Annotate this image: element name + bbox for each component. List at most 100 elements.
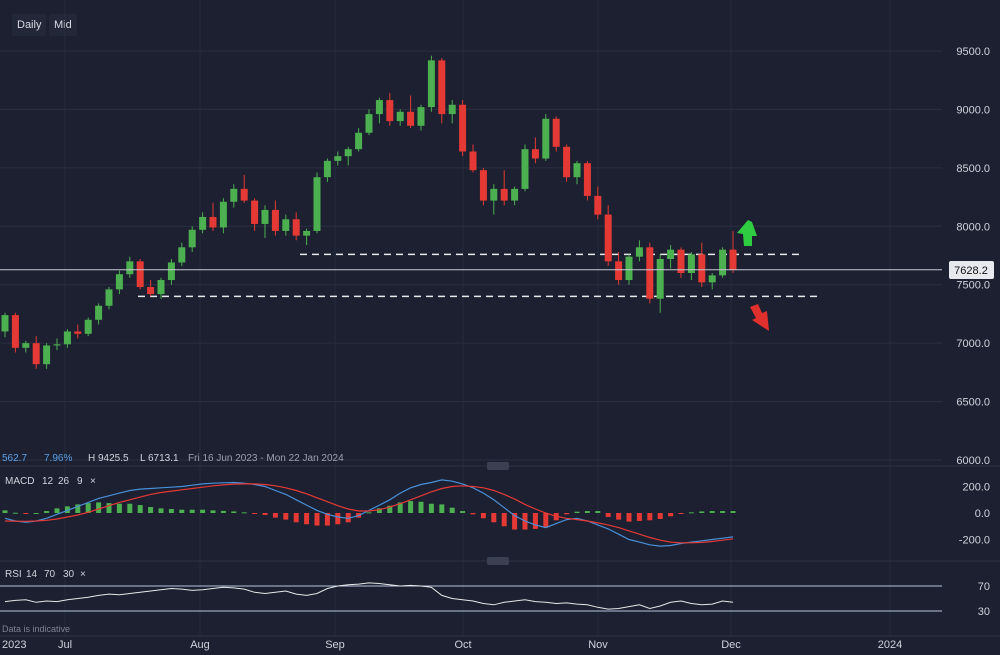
candle	[511, 186, 519, 206]
candle-body	[240, 188, 248, 201]
pane-resize-handle-2	[487, 557, 509, 565]
macd-histogram-bar	[262, 513, 268, 515]
candle	[521, 144, 529, 192]
info-change: 562.7	[2, 453, 27, 464]
macd-histogram-bar	[397, 502, 403, 513]
macd-histogram-bar	[564, 513, 570, 515]
candle	[282, 214, 290, 236]
candle	[386, 93, 394, 126]
macd-histogram-bar	[272, 513, 278, 518]
candle-body	[271, 209, 279, 231]
rsi-line	[4, 582, 734, 610]
time-tick-label: Aug	[190, 639, 210, 651]
candle	[188, 226, 196, 252]
candle	[178, 242, 186, 267]
macd-histogram-bar	[127, 503, 133, 513]
candle	[687, 251, 695, 281]
rsi-close-icon[interactable]: ×	[80, 569, 86, 580]
info-high: H 9425.5	[88, 453, 129, 464]
candle	[438, 58, 446, 124]
candle	[157, 277, 165, 299]
candle	[677, 247, 685, 278]
price-tick-label: 6500.0	[956, 397, 990, 409]
macd-histogram-bar	[376, 508, 382, 513]
price-tick-label: 6000.0	[956, 455, 990, 467]
candle	[261, 205, 269, 238]
candle-body	[43, 345, 51, 365]
candle-body	[708, 275, 716, 283]
candle	[147, 280, 155, 297]
candle	[74, 324, 82, 339]
macd-histogram-bar	[75, 504, 81, 513]
candle-body	[126, 261, 134, 275]
macd-histogram-bar	[293, 513, 299, 523]
macd-histogram-bar	[668, 513, 674, 517]
candle	[646, 242, 654, 304]
candle-body	[625, 256, 633, 281]
macd-histogram-bar	[200, 509, 206, 513]
candle-body	[552, 118, 560, 147]
candle	[230, 184, 238, 208]
time-tick-label: Sep	[325, 639, 345, 651]
candle	[136, 259, 144, 290]
candle	[573, 160, 581, 185]
candle-body	[500, 188, 508, 201]
macd-histogram-bar	[501, 513, 507, 527]
macd-histogram-bar	[636, 513, 642, 521]
macd-histogram-bar	[189, 509, 195, 513]
candle	[375, 97, 383, 124]
macd-histogram-bar	[2, 510, 8, 513]
price-type-button[interactable]: Mid	[49, 14, 77, 36]
candle-body	[11, 315, 19, 348]
candle-body	[511, 188, 519, 201]
rsi-p3: 30	[63, 569, 75, 580]
candle-body	[594, 195, 602, 215]
macd-histogram-bar	[179, 509, 185, 513]
candle-body	[417, 107, 425, 126]
candles	[1, 55, 737, 369]
candle-body	[667, 249, 675, 260]
macd-close-icon[interactable]: ×	[90, 476, 96, 487]
candle	[334, 151, 342, 166]
candle-body	[438, 60, 446, 115]
macd-histogram-bar	[688, 512, 694, 514]
candle-body	[542, 118, 550, 159]
candle	[635, 240, 643, 262]
candle-body	[95, 305, 103, 320]
candle-body	[687, 254, 695, 274]
current-price-label: 7628.2	[954, 265, 988, 277]
macd-histogram-bar	[231, 511, 237, 513]
candle	[53, 338, 61, 351]
candle	[490, 184, 498, 215]
candle	[552, 116, 560, 152]
price-tick-label: 8000.0	[956, 221, 990, 233]
macd-signal-period: 9	[77, 476, 83, 487]
candle-body	[563, 146, 571, 178]
candle-body	[323, 160, 331, 178]
candle	[303, 228, 311, 245]
interval-button[interactable]: Daily	[12, 14, 47, 36]
candle-body	[209, 216, 217, 228]
price-axis: 9500.0 9000.0 8500.0 8000.0 7500.0 7000.0 6500…	[956, 46, 990, 467]
macd-histogram-bar	[491, 513, 497, 523]
candle-body	[84, 319, 92, 334]
rsi-pane: 70 30	[0, 581, 990, 618]
macd-histogram-bar	[470, 513, 476, 515]
candle-body	[479, 170, 487, 201]
candle	[417, 104, 425, 131]
candle	[479, 167, 487, 206]
candle-body	[459, 104, 467, 152]
candle	[604, 205, 612, 267]
macd-tick-label: 0.0	[975, 508, 990, 520]
time-tick-label: Dec	[721, 639, 741, 651]
info-low: L 6713.1	[140, 453, 179, 464]
time-tick-label: Nov	[588, 639, 608, 651]
candle-body	[334, 156, 342, 161]
candle-body	[719, 249, 727, 276]
candle-body	[1, 315, 9, 332]
macd-histogram-bar	[335, 513, 341, 525]
candle-body	[74, 331, 82, 334]
rsi-tick-label: 70	[978, 581, 990, 593]
rsi-tick-label: 30	[978, 606, 990, 618]
